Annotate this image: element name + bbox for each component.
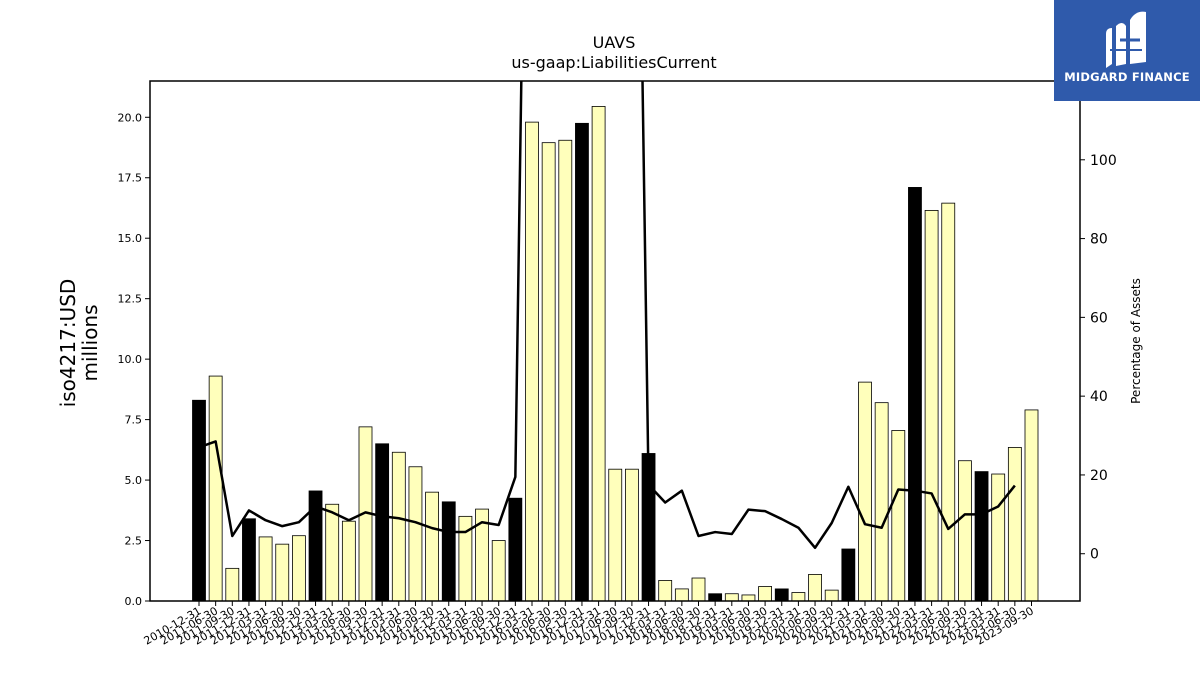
bar-2016-09-30 — [558, 139, 573, 602]
bar-2022-09-30 — [958, 460, 972, 602]
bar-2019-12-31 — [774, 588, 789, 602]
y-tick-label: 5.0 — [125, 474, 143, 487]
y-tick-label: 7.5 — [125, 414, 143, 427]
brand-name: MIDGARD FINANCE — [1064, 70, 1190, 84]
bar-2023-09-30 — [1024, 409, 1039, 602]
bar-2021-06-30 — [874, 402, 889, 602]
y-axis-label-scale: millions — [78, 304, 102, 381]
bar-2019-06-30 — [741, 594, 756, 602]
y2-tick-label: 40 — [1090, 389, 1108, 405]
bar-2021-03-31 — [858, 381, 872, 602]
bar-2014-12-31 — [441, 501, 456, 602]
bar-2019-03-31 — [724, 593, 739, 602]
bar-2020-09-30 — [824, 589, 839, 602]
bar-2023-06-30 — [1007, 447, 1022, 602]
bar-2021-12-31 — [908, 187, 922, 602]
y2-axis: 0 20 40 60 80 100 — [1080, 153, 1117, 563]
y2-tick-label: 100 — [1090, 153, 1117, 169]
y-axis-label-unit: iso4217:USD — [56, 279, 80, 408]
bar-2023-03-31 — [991, 473, 1006, 602]
bar-2016-06-30 — [541, 142, 556, 602]
bar-2010-12-31 — [192, 399, 206, 602]
y-tick-label: 12.5 — [118, 293, 143, 306]
y2-tick-label: 80 — [1090, 232, 1108, 248]
y-tick-label: 2.5 — [125, 535, 143, 548]
bar-2015-12-31 — [508, 497, 523, 602]
bar-2020-03-31 — [791, 592, 806, 602]
bar-2022-06-30 — [941, 202, 956, 602]
bar-2019-09-30 — [758, 586, 772, 602]
bar-2018-03-31 — [658, 580, 673, 602]
bar-2013-03-31 — [325, 503, 340, 602]
y-tick-label: 15.0 — [118, 232, 143, 245]
midgard-logo-icon — [1106, 11, 1146, 68]
chart-subtitle: us-gaap:LiabilitiesCurrent — [511, 53, 716, 72]
y2-tick-label: 0 — [1090, 547, 1099, 563]
bar-2020-12-31 — [841, 548, 856, 602]
y2-axis-label: Percentage of Assets — [1129, 278, 1143, 404]
bar-2014-03-31 — [391, 451, 406, 602]
bar-2018-09-30 — [691, 577, 706, 602]
x-axis: 2010-12-312011-06-302011-09-302011-12-31… — [142, 601, 1036, 648]
line-layer — [198, 81, 1016, 550]
bar-2011-12-31 — [242, 518, 256, 602]
bar-2018-12-31 — [708, 593, 723, 602]
y-tick-label: 20.0 — [118, 111, 143, 124]
bar-2015-09-30 — [491, 540, 506, 602]
bar-2011-09-30 — [225, 567, 240, 602]
bar-2012-09-30 — [291, 535, 306, 602]
bar-2020-06-30 — [808, 574, 822, 602]
bars-layer — [192, 106, 1039, 602]
pct-assets-line — [198, 81, 1016, 550]
bar-2018-06-30 — [674, 588, 689, 602]
bar-2011-06-30 — [208, 375, 223, 602]
bar-2016-03-31 — [525, 121, 539, 602]
bar-2022-12-31 — [974, 471, 989, 602]
bar-2017-09-30 — [625, 468, 639, 602]
bar-2014-06-30 — [408, 466, 423, 602]
bar-2017-03-31 — [591, 106, 606, 602]
bar-2014-09-30 — [425, 491, 440, 602]
bar-2017-06-30 — [608, 468, 623, 602]
chart-title: UAVS — [593, 33, 636, 52]
y2-tick-label: 20 — [1090, 468, 1108, 484]
bar-2012-06-30 — [275, 543, 290, 602]
bar-2013-06-30 — [341, 520, 356, 602]
brand-logo: MIDGARD FINANCE — [1054, 0, 1200, 101]
y2-tick-label: 60 — [1090, 310, 1108, 326]
y-tick-label: 17.5 — [118, 172, 143, 185]
y-tick-label: 0.0 — [125, 595, 143, 608]
bar-2016-12-31 — [575, 122, 589, 602]
bar-2021-09-30 — [891, 430, 906, 602]
y-axis: 0.0 2.5 5.0 7.5 10.0 12.5 15.0 17.5 20.0 — [118, 111, 150, 608]
y-tick-label: 10.0 — [118, 353, 143, 366]
bar-2012-03-31 — [258, 536, 273, 602]
bar-2013-12-31 — [375, 443, 390, 602]
bar-2022-03-31 — [924, 209, 939, 602]
